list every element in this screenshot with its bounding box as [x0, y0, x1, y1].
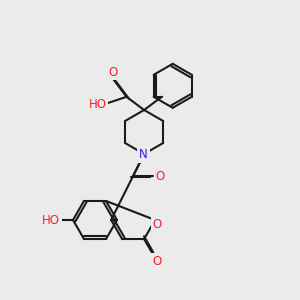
Text: O: O: [152, 218, 162, 232]
Text: N: N: [140, 148, 148, 160]
Text: N: N: [139, 148, 148, 161]
Text: O: O: [152, 255, 162, 268]
Text: HO: HO: [42, 214, 60, 226]
Text: O: O: [109, 66, 118, 79]
Text: O: O: [155, 169, 164, 182]
Text: HO: HO: [89, 98, 107, 111]
